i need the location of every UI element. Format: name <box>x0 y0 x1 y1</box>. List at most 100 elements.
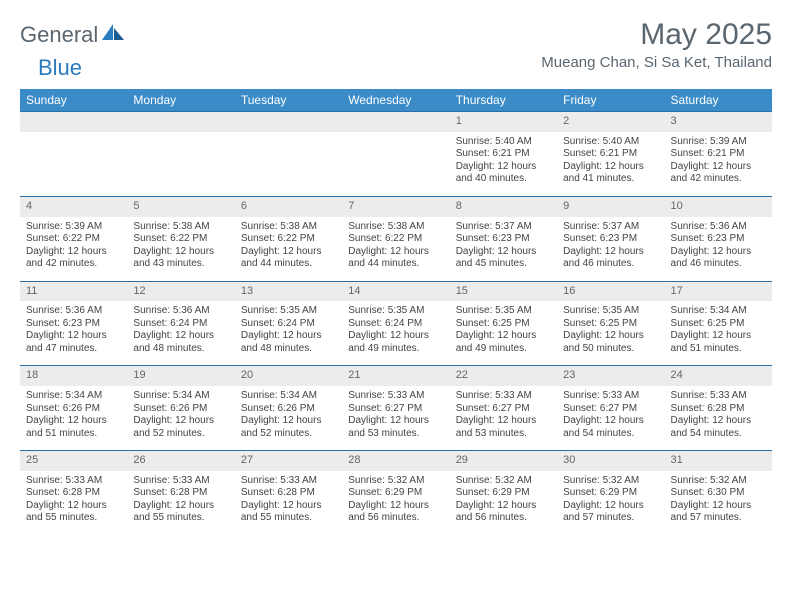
calendar-cell: 22Sunrise: 5:33 AMSunset: 6:27 PMDayligh… <box>450 366 557 451</box>
calendar-cell: 12Sunrise: 5:36 AMSunset: 6:24 PMDayligh… <box>127 281 234 366</box>
day-number: 5 <box>127 197 234 217</box>
sunset-text: Sunset: 6:21 PM <box>456 148 551 161</box>
sunrise-text: Sunrise: 5:35 AM <box>456 305 551 318</box>
daylight-text: and 55 minutes. <box>241 512 336 525</box>
sunrise-text: Sunrise: 5:34 AM <box>671 305 766 318</box>
daylight-text: Daylight: 12 hours <box>241 246 336 259</box>
daylight-text: and 56 minutes. <box>348 512 443 525</box>
daylight-text: Daylight: 12 hours <box>133 330 228 343</box>
sunset-text: Sunset: 6:24 PM <box>133 318 228 331</box>
daylight-text: and 53 minutes. <box>348 428 443 441</box>
calendar-cell: 14Sunrise: 5:35 AMSunset: 6:24 PMDayligh… <box>342 281 449 366</box>
day-body: Sunrise: 5:38 AMSunset: 6:22 PMDaylight:… <box>342 219 449 281</box>
month-title: May 2025 <box>541 18 772 52</box>
day-body: Sunrise: 5:35 AMSunset: 6:25 PMDaylight:… <box>450 303 557 365</box>
sunrise-text: Sunrise: 5:33 AM <box>241 475 336 488</box>
daylight-text: Daylight: 12 hours <box>348 330 443 343</box>
day-number: 13 <box>235 282 342 302</box>
calendar-cell: 25Sunrise: 5:33 AMSunset: 6:28 PMDayligh… <box>20 451 127 535</box>
day-body: Sunrise: 5:33 AMSunset: 6:27 PMDaylight:… <box>557 388 664 450</box>
daylight-text: Daylight: 12 hours <box>26 500 121 513</box>
daylight-text: Daylight: 12 hours <box>563 246 658 259</box>
daylight-text: and 54 minutes. <box>671 428 766 441</box>
day-number: 29 <box>450 451 557 471</box>
daylight-text: Daylight: 12 hours <box>671 161 766 174</box>
daylight-text: Daylight: 12 hours <box>563 161 658 174</box>
day-body: Sunrise: 5:40 AMSunset: 6:21 PMDaylight:… <box>450 134 557 196</box>
daylight-text: and 42 minutes. <box>26 258 121 271</box>
day-header: Wednesday <box>342 89 449 112</box>
day-header: Monday <box>127 89 234 112</box>
calendar-cell: 18Sunrise: 5:34 AMSunset: 6:26 PMDayligh… <box>20 366 127 451</box>
sunset-text: Sunset: 6:22 PM <box>26 233 121 246</box>
daylight-text: Daylight: 12 hours <box>348 415 443 428</box>
sunset-text: Sunset: 6:27 PM <box>563 403 658 416</box>
day-number: 2 <box>557 112 664 132</box>
day-body: Sunrise: 5:33 AMSunset: 6:27 PMDaylight:… <box>450 388 557 450</box>
day-number: 21 <box>342 366 449 386</box>
day-body: Sunrise: 5:33 AMSunset: 6:27 PMDaylight:… <box>342 388 449 450</box>
day-number: 28 <box>342 451 449 471</box>
sunset-text: Sunset: 6:24 PM <box>241 318 336 331</box>
daylight-text: and 44 minutes. <box>241 258 336 271</box>
sunrise-text: Sunrise: 5:34 AM <box>241 390 336 403</box>
sunrise-text: Sunrise: 5:35 AM <box>348 305 443 318</box>
sunrise-text: Sunrise: 5:34 AM <box>26 390 121 403</box>
day-body: Sunrise: 5:34 AMSunset: 6:26 PMDaylight:… <box>235 388 342 450</box>
daylight-text: Daylight: 12 hours <box>671 330 766 343</box>
sunset-text: Sunset: 6:26 PM <box>133 403 228 416</box>
daylight-text: Daylight: 12 hours <box>563 500 658 513</box>
daylight-text: Daylight: 12 hours <box>456 415 551 428</box>
daylight-text: Daylight: 12 hours <box>26 330 121 343</box>
calendar-week: 1Sunrise: 5:40 AMSunset: 6:21 PMDaylight… <box>20 112 772 197</box>
day-number: 15 <box>450 282 557 302</box>
daylight-text: Daylight: 12 hours <box>133 500 228 513</box>
daylight-text: and 54 minutes. <box>563 428 658 441</box>
sunset-text: Sunset: 6:26 PM <box>241 403 336 416</box>
day-number <box>20 112 127 132</box>
calendar-week: 11Sunrise: 5:36 AMSunset: 6:23 PMDayligh… <box>20 281 772 366</box>
daylight-text: and 55 minutes. <box>26 512 121 525</box>
calendar-cell: 5Sunrise: 5:38 AMSunset: 6:22 PMDaylight… <box>127 196 234 281</box>
calendar-cell: 16Sunrise: 5:35 AMSunset: 6:25 PMDayligh… <box>557 281 664 366</box>
sunrise-text: Sunrise: 5:33 AM <box>348 390 443 403</box>
sunrise-text: Sunrise: 5:38 AM <box>241 221 336 234</box>
sunset-text: Sunset: 6:21 PM <box>671 148 766 161</box>
daylight-text: Daylight: 12 hours <box>348 246 443 259</box>
calendar-cell: 26Sunrise: 5:33 AMSunset: 6:28 PMDayligh… <box>127 451 234 535</box>
sunrise-text: Sunrise: 5:40 AM <box>456 136 551 149</box>
sunrise-text: Sunrise: 5:32 AM <box>348 475 443 488</box>
sunrise-text: Sunrise: 5:34 AM <box>133 390 228 403</box>
daylight-text: Daylight: 12 hours <box>26 246 121 259</box>
calendar-week: 25Sunrise: 5:33 AMSunset: 6:28 PMDayligh… <box>20 451 772 535</box>
day-number: 10 <box>665 197 772 217</box>
calendar-cell: 11Sunrise: 5:36 AMSunset: 6:23 PMDayligh… <box>20 281 127 366</box>
daylight-text: and 51 minutes. <box>26 428 121 441</box>
sunset-text: Sunset: 6:28 PM <box>26 487 121 500</box>
sunset-text: Sunset: 6:29 PM <box>456 487 551 500</box>
sunset-text: Sunset: 6:27 PM <box>456 403 551 416</box>
daylight-text: Daylight: 12 hours <box>563 330 658 343</box>
day-body: Sunrise: 5:38 AMSunset: 6:22 PMDaylight:… <box>235 219 342 281</box>
day-body: Sunrise: 5:35 AMSunset: 6:25 PMDaylight:… <box>557 303 664 365</box>
calendar-cell: 6Sunrise: 5:38 AMSunset: 6:22 PMDaylight… <box>235 196 342 281</box>
day-body: Sunrise: 5:36 AMSunset: 6:24 PMDaylight:… <box>127 303 234 365</box>
sunrise-text: Sunrise: 5:38 AM <box>133 221 228 234</box>
day-body: Sunrise: 5:32 AMSunset: 6:29 PMDaylight:… <box>450 473 557 535</box>
day-header: Friday <box>557 89 664 112</box>
sunrise-text: Sunrise: 5:37 AM <box>563 221 658 234</box>
calendar-cell: 23Sunrise: 5:33 AMSunset: 6:27 PMDayligh… <box>557 366 664 451</box>
calendar-cell: 8Sunrise: 5:37 AMSunset: 6:23 PMDaylight… <box>450 196 557 281</box>
daylight-text: and 48 minutes. <box>241 343 336 356</box>
sunset-text: Sunset: 6:28 PM <box>133 487 228 500</box>
day-body: Sunrise: 5:33 AMSunset: 6:28 PMDaylight:… <box>665 388 772 450</box>
daylight-text: Daylight: 12 hours <box>456 246 551 259</box>
calendar-cell: 30Sunrise: 5:32 AMSunset: 6:29 PMDayligh… <box>557 451 664 535</box>
calendar-head: SundayMondayTuesdayWednesdayThursdayFrid… <box>20 89 772 112</box>
day-body <box>127 134 234 196</box>
sunrise-text: Sunrise: 5:33 AM <box>563 390 658 403</box>
day-number: 20 <box>235 366 342 386</box>
daylight-text: Daylight: 12 hours <box>456 330 551 343</box>
day-number: 6 <box>235 197 342 217</box>
day-header: Tuesday <box>235 89 342 112</box>
